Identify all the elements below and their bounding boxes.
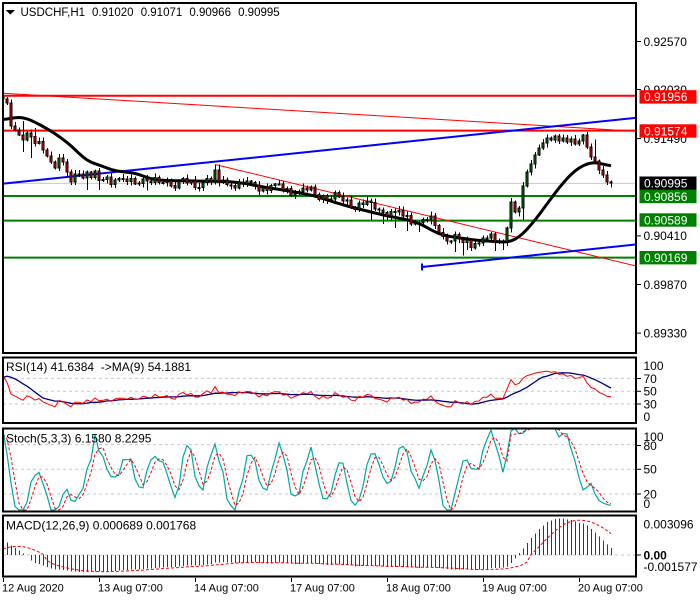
svg-text:13 Aug 07:00: 13 Aug 07:00	[98, 583, 163, 595]
svg-text:20: 20	[644, 487, 658, 501]
svg-text:50: 50	[644, 385, 658, 399]
svg-text:0.90410: 0.90410	[644, 229, 688, 243]
svg-text:17 Aug 07:00: 17 Aug 07:00	[290, 583, 355, 595]
svg-text:30: 30	[644, 397, 658, 411]
svg-text:USDCHF,H1: USDCHF,H1	[21, 7, 86, 19]
svg-text:70: 70	[644, 372, 658, 386]
svg-text:18 Aug 07:00: 18 Aug 07:00	[386, 583, 451, 595]
svg-text:0.003096: 0.003096	[644, 517, 694, 531]
svg-text:0.91020: 0.91020	[92, 7, 134, 19]
svg-text:-0.001577: -0.001577	[644, 560, 698, 574]
svg-text:0: 0	[644, 497, 651, 511]
svg-text:0.90966: 0.90966	[189, 7, 231, 19]
svg-text:80: 80	[644, 439, 658, 453]
svg-text:Stoch(5,3,3) 6.1580 8.2295: Stoch(5,3,3) 6.1580 8.2295	[6, 432, 152, 446]
svg-text:0.91956: 0.91956	[644, 90, 688, 104]
svg-text:0.90995: 0.90995	[644, 177, 688, 191]
svg-text:0.89330: 0.89330	[644, 326, 688, 340]
svg-text:RSI(14) 41.6384 ->MA(9) 54.18: RSI(14) 41.6384 ->MA(9) 54.1881	[6, 360, 191, 374]
svg-text:20 Aug 07:00: 20 Aug 07:00	[578, 583, 643, 595]
svg-text:0: 0	[644, 410, 651, 424]
svg-text:50: 50	[644, 463, 658, 477]
svg-text:0.92570: 0.92570	[644, 35, 688, 49]
svg-text:14 Aug 07:00: 14 Aug 07:00	[194, 583, 259, 595]
svg-text:100: 100	[644, 430, 664, 444]
svg-text:12 Aug 2020: 12 Aug 2020	[2, 583, 64, 595]
svg-text:100: 100	[644, 359, 664, 373]
svg-text:MACD(12,26,9) 0.000689 0.00176: MACD(12,26,9) 0.000689 0.001768	[6, 519, 196, 533]
svg-text:0.90169: 0.90169	[644, 251, 688, 265]
svg-text:0.89870: 0.89870	[644, 278, 688, 292]
svg-text:0.91071: 0.91071	[141, 7, 183, 19]
svg-text:0.90589: 0.90589	[644, 213, 688, 227]
svg-text:19 Aug 07:00: 19 Aug 07:00	[482, 583, 547, 595]
svg-text:0.00: 0.00	[644, 548, 668, 562]
svg-text:0.90995: 0.90995	[238, 7, 280, 19]
svg-text:0.90856: 0.90856	[644, 190, 688, 204]
svg-text:0.91574: 0.91574	[644, 124, 688, 138]
